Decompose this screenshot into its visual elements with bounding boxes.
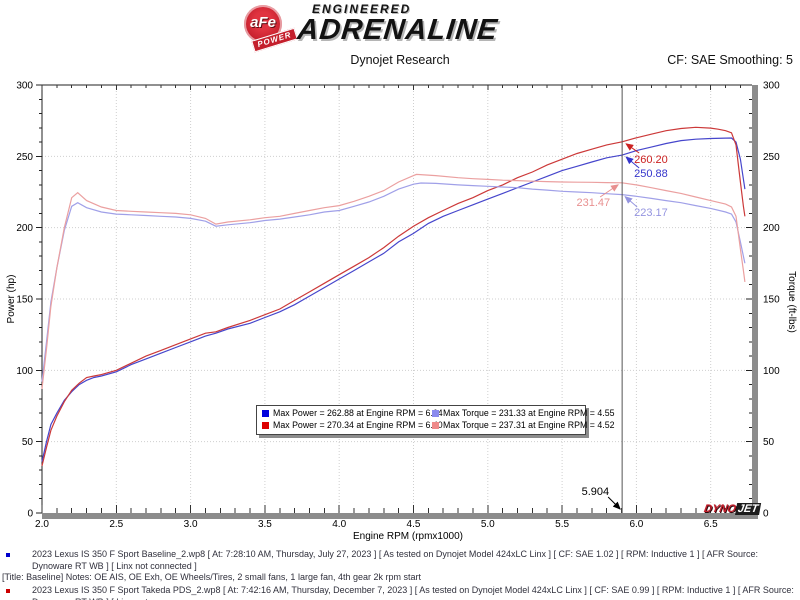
legend: Max Power = 262.88 at Engine RPM = 6.64 …: [256, 405, 615, 435]
svg-text:4.5: 4.5: [407, 519, 421, 530]
svg-text:6.5: 6.5: [704, 519, 718, 530]
svg-text:Torque (ft-lbs): Torque (ft-lbs): [786, 271, 797, 333]
run-info-pds: 2023 Lexus IS 350 F Sport Takeda PDS_2.w…: [2, 585, 796, 600]
legend-item-baseline-torque: Max Torque = 231.33 at Engine RPM = 4.55: [432, 408, 615, 419]
svg-text:3.0: 3.0: [184, 519, 198, 530]
dyno-chart[interactable]: 0 0 50 50 100 100 150 150 200 200 250 250 300 300 2.0 2…: [0, 78, 800, 548]
legend-item-pds-torque: Max Torque = 237.31 at Engine RPM = 4.52: [432, 420, 615, 431]
series-2: [41, 182, 746, 382]
baseline-torque-swatch-icon: [432, 410, 439, 417]
svg-text:4.0: 4.0: [332, 519, 346, 530]
svg-text:5.5: 5.5: [555, 519, 569, 530]
run-info-footer: 2023 Lexus IS 350 F Sport Baseline_2.wp8…: [2, 549, 796, 600]
svg-text:0: 0: [763, 509, 769, 520]
svg-text:150: 150: [763, 295, 780, 306]
svg-text:6.0: 6.0: [629, 519, 643, 530]
run-info-baseline: 2023 Lexus IS 350 F Sport Baseline_2.wp8…: [2, 549, 759, 582]
brand-text: ENGINEERED ADRENALINE: [295, 2, 500, 47]
series-3: [41, 173, 746, 389]
legend-item-baseline-power: Max Power = 262.88 at Engine RPM = 6.64: [262, 408, 443, 419]
callout-231.47: 231.47: [576, 197, 610, 209]
brand-adrenaline: ADRENALINE: [295, 14, 500, 46]
svg-text:250: 250: [763, 152, 780, 163]
svg-text:3.5: 3.5: [258, 519, 272, 530]
correction-factor-label: CF: SAE Smoothing: 5: [667, 53, 793, 67]
series-0: [41, 137, 746, 462]
svg-text:50: 50: [22, 437, 34, 448]
dynojet-logo: DYNOJET: [703, 503, 762, 515]
svg-text:250: 250: [16, 152, 33, 163]
svg-text:300: 300: [763, 81, 780, 92]
pds-torque-swatch-icon: [432, 422, 439, 429]
svg-text:100: 100: [763, 366, 780, 377]
legend-item-pds-power: Max Power = 270.34 at Engine RPM = 6.40: [262, 420, 443, 431]
brand-engineered: ENGINEERED: [312, 2, 412, 16]
svg-text:Engine RPM (rpmx1000): Engine RPM (rpmx1000): [353, 531, 463, 542]
svg-text:100: 100: [16, 366, 33, 377]
svg-text:2.0: 2.0: [35, 519, 49, 530]
pds-bullet-icon: [6, 589, 10, 593]
svg-text:50: 50: [763, 437, 775, 448]
svg-text:0: 0: [27, 509, 33, 520]
callout-223.17: 223.17: [634, 207, 668, 219]
afe-badge-text: aFe: [250, 14, 276, 31]
chart-subtitle: Dynojet Research: [350, 53, 450, 67]
svg-text:200: 200: [763, 223, 780, 234]
baseline-power-swatch-icon: [262, 410, 269, 417]
svg-text:300: 300: [16, 81, 33, 92]
svg-text:2.5: 2.5: [109, 519, 123, 530]
svg-text:200: 200: [16, 223, 33, 234]
baseline-bullet-icon: [6, 553, 10, 557]
series-1: [41, 126, 746, 467]
pds-power-swatch-icon: [262, 422, 269, 429]
svg-text:150: 150: [16, 295, 33, 306]
callout-260.20: 260.20: [634, 154, 668, 166]
svg-text:5.0: 5.0: [481, 519, 495, 530]
callout-250.88: 250.88: [634, 168, 668, 180]
svg-text:Power (hp): Power (hp): [6, 275, 17, 324]
svg-text:5.904: 5.904: [582, 486, 610, 498]
